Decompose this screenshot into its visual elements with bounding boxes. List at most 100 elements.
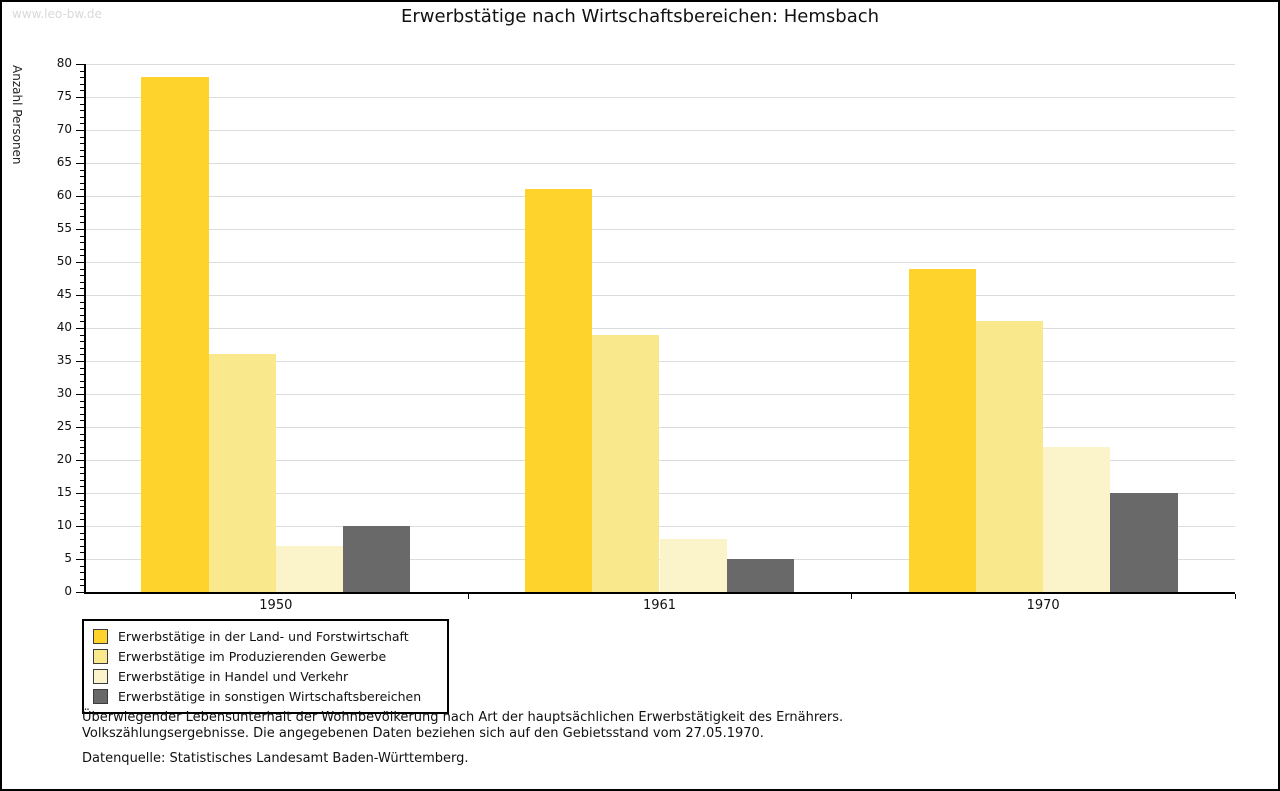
y-tick-label: 70 [56,122,72,136]
y-major-tick [76,526,84,527]
y-minor-tick [80,341,84,343]
bar-1961-s1 [524,189,593,592]
y-minor-tick [80,354,84,356]
y-minor-tick [80,268,84,270]
y-minor-tick [80,242,84,244]
bar-1950-s1 [141,77,209,592]
y-tick-label: 60 [56,188,72,202]
bar-1970-s2 [975,321,1044,592]
gridline [84,460,1235,461]
y-minor-tick [80,407,84,409]
y-major-tick [76,394,84,395]
x-boundary-tick [851,594,853,599]
y-minor-tick [80,473,84,475]
y-tick-label: 0 [64,584,72,598]
y-minor-tick [80,578,84,580]
legend-item: Erwerbstätige im Produzierenden Gewerbe [93,646,438,666]
bar-1961-s2 [592,334,660,592]
y-minor-tick [80,453,84,455]
y-minor-tick [80,420,84,422]
y-major-tick [76,64,84,65]
y-minor-tick [80,176,84,178]
y-minor-tick [80,552,84,554]
y-minor-tick [80,532,84,534]
y-major-tick [76,427,84,428]
gridline [84,295,1235,296]
y-tick-label: 65 [56,155,72,169]
y-tick-label: 30 [56,386,72,400]
y-minor-tick [80,321,84,323]
y-tick-label: 15 [56,485,72,499]
y-tick-label: 5 [64,551,72,565]
y-minor-tick [80,215,84,217]
bar-1950-s4 [343,526,411,592]
y-minor-tick [80,116,84,118]
y-tick-label: 45 [56,287,72,301]
x-boundary-tick [1235,594,1236,599]
y-minor-tick [80,572,84,574]
y-minor-tick [80,248,84,250]
y-minor-tick [80,70,84,72]
footer-note: Überwiegender Lebensunterhalt der Wohnbe… [82,710,843,742]
y-minor-tick [80,209,84,211]
y-minor-tick [80,156,84,158]
y-major-tick [76,592,84,593]
y-minor-tick [80,440,84,442]
legend-swatch-s4 [93,688,108,704]
gridline [84,427,1235,428]
y-minor-tick [80,83,84,85]
gridline [84,493,1235,494]
legend-rows: Erwerbstätige in der Land- und Forstwirt… [93,626,438,706]
y-minor-tick [80,585,84,587]
y-major-tick [76,163,84,164]
gridline [84,196,1235,197]
bar-1970-s4 [1110,493,1178,592]
y-minor-tick [80,374,84,376]
data-source: Datenquelle: Statistisches Landesamt Bad… [82,751,469,766]
legend-label: Erwerbstätige im Produzierenden Gewerbe [118,648,387,664]
watermark: www.leo-bw.de [12,7,102,21]
y-minor-tick [80,288,84,290]
y-minor-tick [80,235,84,237]
y-tick-label: 10 [56,518,72,532]
gridline [84,526,1235,527]
y-major-tick [76,97,84,98]
bar-1961-s3 [659,539,727,592]
y-tick-label: 40 [56,320,72,334]
y-major-tick [76,196,84,197]
y-major-tick [76,262,84,263]
y-minor-tick [80,334,84,336]
bar-1970-s3 [1043,446,1111,592]
y-minor-tick [80,149,84,151]
y-minor-tick [80,380,84,382]
gridline [84,130,1235,131]
y-minor-tick [80,255,84,257]
legend-item: Erwerbstätige in sonstigen Wirtschaftsbe… [93,686,438,706]
x-category-label: 1961 [642,598,677,613]
gridline [84,361,1235,362]
y-minor-tick [80,479,84,481]
y-minor-tick [80,347,84,349]
legend-box: Erwerbstätige in der Land- und Forstwirt… [82,619,449,714]
bar-1961-s4 [726,559,795,592]
y-minor-tick [80,314,84,316]
x-boundary-tick [467,594,469,599]
y-minor-tick [80,545,84,547]
chart-title: Erwerbstätige nach Wirtschaftsbereichen:… [400,6,880,27]
y-axis-line [84,64,86,594]
bar-1950-s3 [275,545,344,592]
gridline [84,229,1235,230]
y-tick-label: 50 [56,254,72,268]
y-minor-tick [80,110,84,112]
legend-label: Erwerbstätige in der Land- und Forstwirt… [118,628,409,644]
y-minor-tick [80,486,84,488]
x-category-label: 1950 [259,598,293,613]
legend-label: Erwerbstätige in Handel und Verkehr [118,668,349,684]
legend-item: Erwerbstätige in der Land- und Forstwirt… [93,626,438,646]
y-minor-tick [80,275,84,277]
y-minor-tick [80,103,84,105]
x-axis-line [84,592,1235,594]
legend-swatch-s1 [93,628,108,644]
